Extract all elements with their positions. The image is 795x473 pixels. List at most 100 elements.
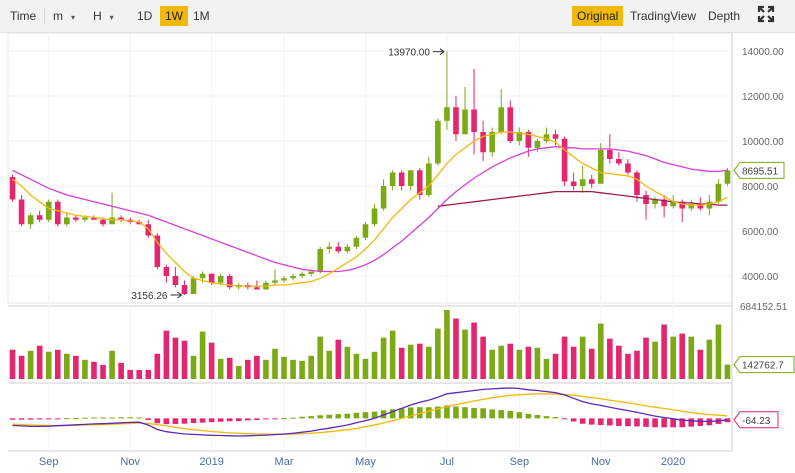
candle-body [706,201,713,209]
macd-histogram-bar [371,411,378,419]
candle-body [18,199,25,225]
fullscreen-button[interactable] [752,5,780,27]
candle-body [625,163,631,173]
volume-bar [697,349,704,379]
volume-bar [190,355,197,379]
volume-bar [679,333,686,379]
price-tick-label: 10000.00 [742,137,784,148]
macd-histogram-bar [235,418,242,422]
volume-bar [82,359,88,379]
volume-bar [208,342,215,379]
volume-bar [154,353,161,379]
volume-bar [335,339,342,379]
interval-1w-button[interactable]: 1W [160,6,188,26]
macd-histogram-bar [688,418,695,427]
candle-body [552,134,559,139]
macd-histogram-bar [652,418,658,428]
macd-histogram-bar [552,417,559,419]
time-button[interactable]: Time [10,9,37,23]
macd-histogram-bar [561,418,568,420]
candle-body [453,107,459,135]
interval-1m-button[interactable]: 1M [193,9,210,23]
volume-panel [9,310,731,379]
toolbar-divider [44,8,45,24]
volume-bar [480,336,486,379]
macd-histogram-bar [498,410,505,419]
macd-histogram-bar [597,418,604,426]
candle-body [45,201,52,220]
candle-body [652,199,658,204]
candle-body [688,204,695,209]
caret-down-icon: ▾ [71,13,76,22]
macd-histogram-bar [625,418,631,427]
macd-histogram-bar [353,412,360,419]
candle-body [290,276,296,279]
volume-bar [326,350,333,379]
volume-bar [634,350,640,379]
volume-bar [724,364,731,379]
time-tick-label: May [355,456,376,468]
candle-body [426,163,432,195]
candle-body [416,170,423,195]
price-tick-label: 6000.00 [742,227,779,238]
price-tick-label: 4000.00 [742,272,779,283]
macd-histogram-bar [172,418,179,424]
macd-histogram-bar [154,418,161,424]
macd-histogram-bar [73,417,79,419]
time-tick-label: Jul [440,456,454,468]
volume-bar [181,340,188,379]
time-tick-label: 2019 [199,456,223,468]
candlestick-chart[interactable]: 13970.00 3156.26 4000.00 6000.00 8000.00 100… [0,33,795,473]
volume-bar [317,336,324,379]
volume-bar [371,351,378,379]
volume-bar [308,355,314,379]
candle-body [272,280,278,283]
candle-body [407,170,414,186]
candle-body [561,138,568,182]
macd-histogram-bar [643,418,649,427]
volume-bar [516,349,523,379]
macd-histogram-bar [335,414,342,419]
candle-body [344,246,351,252]
volume-bar [507,343,514,379]
macd-histogram-bar [344,413,351,419]
candle-body [281,278,287,281]
time-tick-label: Mar [275,456,294,468]
minute-dropdown[interactable]: m ▾ [48,6,86,26]
candle-body [36,215,43,220]
candle-body [516,132,523,141]
candle-body [172,276,179,285]
current-volume-label: 142762.7 [742,361,784,372]
macd-histogram-bar [245,418,251,421]
macd-histogram-bar [64,418,70,420]
macd-histogram-bar [444,405,450,419]
time-tick-label: Sep [510,456,530,468]
candle-body [643,195,649,204]
hour-dropdown[interactable]: H ▾ [88,6,128,26]
candle-body [73,217,79,220]
macd-histogram-bar [317,415,324,419]
candle-body [607,150,613,159]
original-view-button[interactable]: Original [572,6,624,26]
volume-bar [525,346,532,379]
volume-bar [36,345,43,379]
chart-axes: 4000.00 6000.00 8000.00 10000.00 12000.00 140… [39,47,795,468]
macd-histogram-bar [435,406,441,419]
macd-histogram-bar [389,409,396,419]
volume-bar [444,310,450,379]
volume-bar [263,359,269,379]
interval-1d-button[interactable]: 1D [137,9,153,23]
macd-histogram-bar [607,418,613,426]
tradingview-button[interactable]: TradingView [630,9,697,23]
volume-bar [136,369,143,379]
macd-histogram-bar [9,418,16,420]
macd-histogram-bar [697,418,704,426]
ma-mid-line [12,145,728,273]
macd-dif-line [12,387,728,437]
candle-body [362,224,369,238]
candle-body [480,132,486,153]
macd-histogram-bar [362,412,369,419]
macd-histogram-bar [462,407,468,419]
depth-view-button[interactable]: Depth [708,9,741,23]
macd-histogram-bar [534,415,541,419]
